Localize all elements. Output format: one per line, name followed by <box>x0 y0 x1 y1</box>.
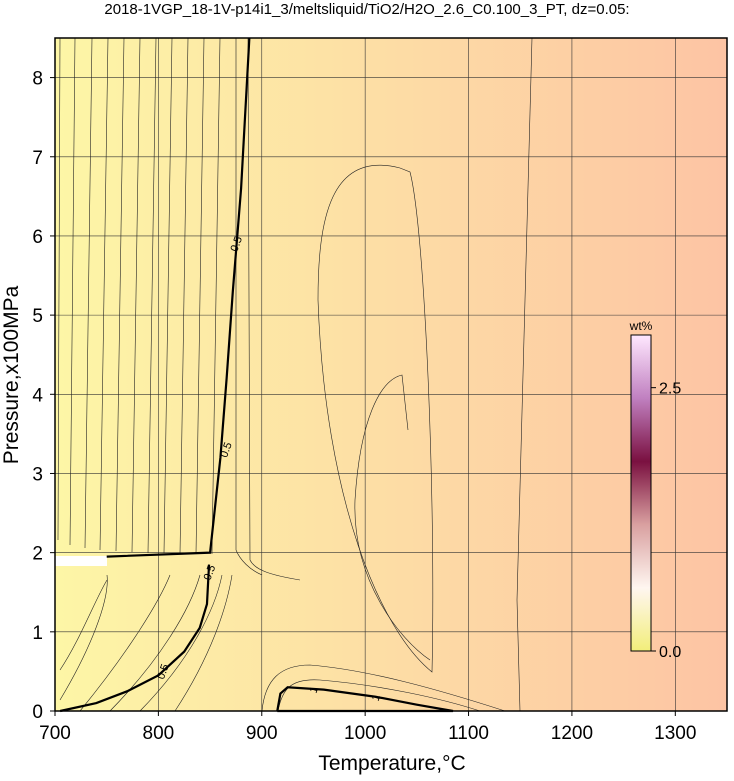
grid <box>54 38 727 712</box>
y-axis-label: Pressure,x100MPa <box>0 285 23 464</box>
x-axis-label: Temperature,°C <box>318 752 465 775</box>
x-tick-label: 1200 <box>551 723 593 744</box>
contour-label: 0.5 <box>229 235 246 253</box>
colorbar <box>630 334 652 652</box>
x-tick-label: 800 <box>143 723 175 744</box>
contour-label: 1 <box>308 685 321 695</box>
y-tick-label: 8 <box>32 69 43 90</box>
contour-label: 0.5 <box>155 663 172 681</box>
colorbar-label: wt% <box>629 319 653 333</box>
field <box>55 38 727 711</box>
contour-label: 1 <box>370 693 383 703</box>
y-tick-label: 5 <box>32 306 43 327</box>
x-tick-label: 1000 <box>344 723 386 744</box>
chart-title: 2018-1VGP_18-1V-p14i1_3/meltsliquid/TiO2… <box>104 1 629 18</box>
contour-label: 0.5 <box>218 441 235 459</box>
colorbar-tick-label: 2.5 <box>659 381 681 398</box>
y-tick-label: 0 <box>32 702 43 723</box>
contour-line <box>59 37 251 713</box>
plot-frame <box>54 37 728 712</box>
x-tick-label: 1300 <box>654 723 696 744</box>
x-tick-label: 700 <box>39 723 71 744</box>
minor-contours <box>55 37 533 712</box>
x-tick-label: 900 <box>246 723 278 744</box>
contour-label: 0.5 <box>202 564 219 582</box>
y-tick-label: 6 <box>32 227 43 248</box>
y-tick-label: 4 <box>32 385 43 406</box>
y-tick-label: 2 <box>32 544 43 565</box>
y-tick-label: 7 <box>32 148 43 169</box>
y-tick-label: 3 <box>32 464 43 485</box>
colorbar-tick-label: 0.0 <box>659 644 681 661</box>
x-tick-label: 1100 <box>448 723 489 744</box>
y-tick-label: 1 <box>32 623 43 644</box>
